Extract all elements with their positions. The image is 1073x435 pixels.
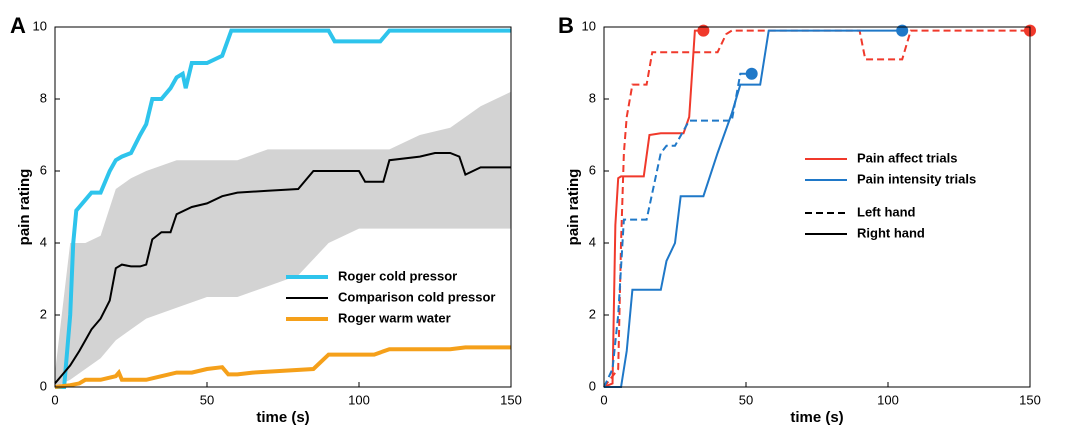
y-tick-label: 2 bbox=[589, 306, 596, 321]
y-tick-label: 6 bbox=[589, 162, 596, 177]
x-tick-label: 0 bbox=[600, 392, 607, 407]
x-tick-label: 50 bbox=[200, 392, 214, 407]
x-axis-label: time (s) bbox=[256, 409, 309, 426]
series-line bbox=[603, 29, 704, 388]
y-tick-label: 8 bbox=[589, 90, 596, 105]
x-tick-label: 150 bbox=[500, 392, 522, 407]
axes-frame bbox=[603, 26, 1031, 388]
series-line bbox=[603, 29, 1030, 388]
y-tick-label: 0 bbox=[589, 378, 596, 393]
band bbox=[55, 91, 511, 388]
series-line bbox=[603, 72, 752, 388]
end-marker bbox=[697, 24, 710, 37]
legend-label: Comparison cold pressor bbox=[338, 289, 495, 304]
y-axis-label: pain rating bbox=[16, 169, 33, 246]
legend-label: Right hand bbox=[857, 225, 925, 240]
legend-label: Roger warm water bbox=[338, 310, 451, 325]
series-line bbox=[604, 29, 903, 388]
legend-label: Pain affect trials bbox=[857, 150, 957, 165]
y-tick-label: 4 bbox=[589, 234, 596, 249]
panel-label: A bbox=[10, 13, 26, 38]
legend-label: Left hand bbox=[857, 204, 916, 219]
axes-frame bbox=[54, 26, 512, 388]
series-line bbox=[54, 152, 511, 385]
y-tick-label: 8 bbox=[40, 90, 47, 105]
y-axis-label: pain rating bbox=[565, 169, 582, 246]
legend-label: Roger cold pressor bbox=[338, 268, 457, 283]
x-tick-label: 50 bbox=[739, 392, 753, 407]
y-tick-label: 10 bbox=[582, 18, 596, 33]
y-tick-label: 4 bbox=[40, 234, 47, 249]
y-tick-label: 0 bbox=[40, 378, 47, 393]
y-tick-label: 2 bbox=[40, 306, 47, 321]
x-axis-label: time (s) bbox=[790, 409, 843, 426]
x-tick-label: 100 bbox=[348, 392, 370, 407]
y-tick-label: 10 bbox=[33, 18, 47, 33]
x-tick-label: 100 bbox=[877, 392, 899, 407]
panel-label: B bbox=[558, 13, 574, 38]
x-tick-label: 0 bbox=[51, 392, 58, 407]
end-marker bbox=[745, 67, 758, 80]
legend-label: Pain intensity trials bbox=[857, 171, 976, 186]
series-line bbox=[54, 345, 511, 389]
series-line bbox=[55, 28, 511, 389]
x-tick-label: 150 bbox=[1019, 392, 1041, 407]
y-tick-label: 6 bbox=[40, 162, 47, 177]
end-marker bbox=[896, 24, 909, 37]
